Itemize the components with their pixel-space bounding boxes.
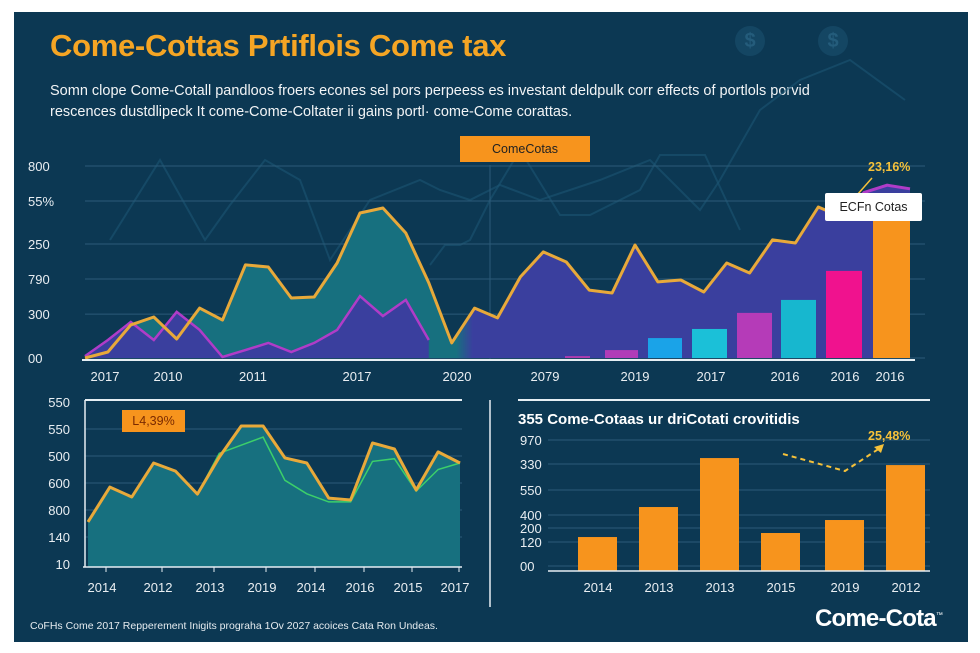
subtitle-line-1: Somn clope Come-Cotall pandloos froers e… — [50, 83, 810, 99]
chart2-x-tick-label: 2013 — [196, 580, 225, 595]
chart1-purple-line — [84, 294, 430, 359]
chart1-x-tick-label: 2017 — [343, 369, 372, 384]
chart3-x-tick-label: 2013 — [645, 580, 674, 595]
dollar-coin-icon: $ — [735, 26, 765, 56]
chart2-x-tick-label: 2019 — [248, 580, 277, 595]
chart3-x-tick-label: 2015 — [767, 580, 796, 595]
chart1-y-tick-label: 00 — [28, 351, 42, 366]
callout-label: ECFn Cotas — [825, 193, 922, 221]
chart1-bar — [873, 204, 910, 358]
chart1-x-tick-label: 2016 — [831, 369, 860, 384]
chart2-x-tick-label: 2016 — [346, 580, 375, 595]
chart2-y-tick-label: 550 — [48, 422, 70, 437]
chart1-y-tick-label: 800 — [28, 159, 50, 174]
chart3-y-tick-label: 00 — [520, 559, 534, 574]
background-trend-line — [429, 148, 741, 266]
chart1-x-tick-label: 2016 — [771, 369, 800, 384]
page-title: Come-Cottas Prtiflois Come tax — [50, 28, 507, 63]
chart2-x-tick-label: 2015 — [394, 580, 423, 595]
chart1-y-tick-label: 55% — [28, 194, 54, 209]
chart1-bar — [781, 299, 816, 358]
chart3-y-tick-label: 120 — [520, 535, 542, 550]
chart2-annotation: L4,39% — [122, 410, 185, 432]
chart2-y-tick-label: 500 — [48, 449, 70, 464]
chart2-x-tick-label: 2012 — [144, 580, 173, 595]
chart1-bar — [605, 350, 638, 358]
chart2-y-tick-label: 600 — [48, 476, 70, 491]
dollar-coin-icon: $ — [818, 26, 848, 56]
chart1-x-tick-label: 2017 — [697, 369, 726, 384]
chart2-area — [88, 426, 460, 567]
chart2-y-tick-label: 140 — [48, 530, 70, 545]
chart3-x-tick-label: 2013 — [706, 580, 735, 595]
chart2-y-tick-label: 800 — [48, 503, 70, 518]
chart3-y-tick-label: 970 — [520, 433, 542, 448]
chart3-bar — [639, 507, 678, 571]
chart1-bar — [648, 338, 682, 358]
chart1-purple-area — [85, 296, 429, 358]
chart3-trend-arrow — [782, 447, 881, 473]
chart3-x-tick-label: 2012 — [892, 580, 921, 595]
chart3-annotation: 25,48% — [868, 429, 911, 443]
chart3-bar — [700, 458, 739, 571]
chart3-x-tick-label: 2014 — [584, 580, 613, 595]
chart3-bar — [825, 520, 864, 571]
chart1-y-tick-label: 250 — [28, 237, 50, 252]
chart2-y-tick-label: 10 — [56, 557, 70, 572]
brand-logo: Come-Cota™ — [815, 605, 943, 633]
arrow-head-icon — [874, 444, 884, 453]
chart3-bar — [761, 533, 800, 571]
chart3-bar — [886, 465, 925, 571]
chart1-x-tick-label: 2016 — [876, 369, 905, 384]
chart1-bar — [565, 356, 590, 358]
chart1-annotation: 23,16% — [868, 160, 911, 174]
footer-note: CoFHs Come 2017 Repperement Inigits prog… — [30, 620, 438, 632]
chart3-title: 355 Come-Cotaas ur driCotati crovitidis — [518, 411, 800, 428]
chart2-y-tick-label: 550 — [48, 395, 70, 410]
chart1-x-tick-label: 2010 — [154, 369, 183, 384]
chart1-x-tick-label: 2011 — [239, 369, 267, 384]
chart1-x-tick-label: 2019 — [621, 369, 650, 384]
legend-label-comecotas: ComeCotas — [460, 136, 590, 162]
chart1-bar — [692, 328, 727, 358]
chart1-orange-line — [84, 205, 842, 360]
chart2-x-tick-label: 2014 — [297, 580, 326, 595]
chart3-y-tick-label: 550 — [520, 483, 542, 498]
background-trend-line — [109, 58, 906, 263]
chart1-bar — [737, 312, 772, 358]
chart3-bar — [578, 537, 617, 571]
trademark: ™ — [935, 612, 943, 619]
subtitle-line-2: rescences dustdlipeck It come-Come-Colta… — [50, 104, 573, 120]
chart3-x-tick-label: 2019 — [831, 580, 860, 595]
chart1-y-tick-label: 300 — [28, 307, 50, 322]
chart1-y-tick-label: 790 — [28, 272, 50, 287]
chart1-x-tick-label: 2017 — [91, 369, 120, 384]
chart3-y-tick-label: 400 — [520, 508, 542, 523]
chart2-orange-line — [86, 424, 461, 523]
chart1-x-tick-label: 2020 — [443, 369, 472, 384]
chart1-bar — [826, 270, 862, 358]
chart1-series-area — [85, 185, 910, 358]
chart3-y-tick-label: 330 — [520, 457, 542, 472]
chart2-x-tick-label: 2014 — [88, 580, 117, 595]
chart3-y-tick-label: 200 — [520, 521, 542, 536]
chart1-x-tick-label: 2079 — [531, 369, 560, 384]
chart2-x-tick-label: 2017 — [441, 580, 470, 595]
logo-text: Come-Cota — [815, 605, 937, 632]
